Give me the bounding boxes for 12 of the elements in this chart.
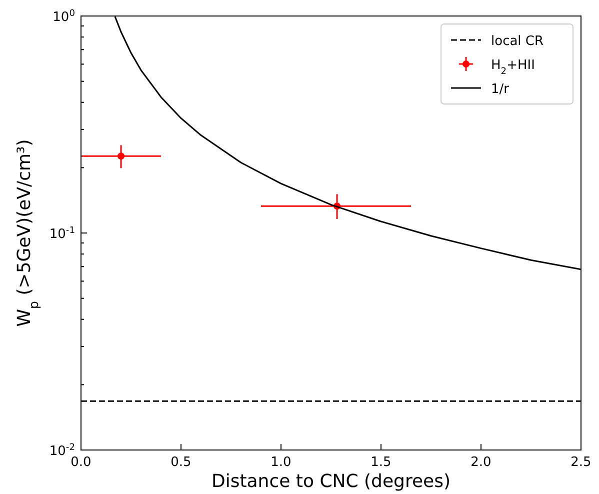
x-tick-label: 1.0 [270,455,292,470]
y-tick-label: 10$^{0}$ [52,9,76,25]
legend-label: local CR [491,34,544,49]
x-axis-title: Distance to CNC (degrees) [211,471,451,492]
legend-label: 1/r [491,82,510,97]
x-tick-label: 2.5 [570,455,592,470]
x-tick-label: 0.5 [170,455,192,470]
x-tick-label: 1.5 [370,455,392,470]
y-tick-label: 10$^{-1}$ [49,226,75,242]
legend-label: H$_{2}$+HII [491,58,535,77]
x-tick-label: 2.0 [470,455,492,470]
x-tick-label: 0.0 [70,455,92,470]
